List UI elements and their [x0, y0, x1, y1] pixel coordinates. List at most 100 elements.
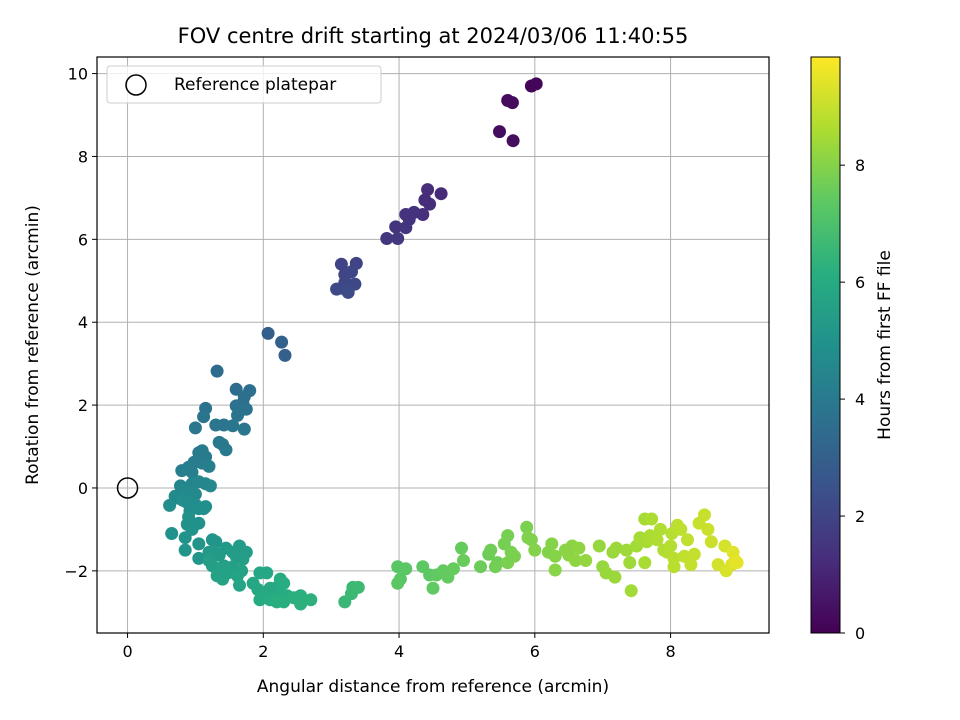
data-point — [653, 522, 667, 536]
data-point — [687, 547, 701, 561]
legend-entry-reference: Reference platepar — [174, 75, 336, 95]
data-point — [277, 595, 291, 609]
x-tick-label: 2 — [258, 642, 268, 661]
data-point — [233, 578, 246, 592]
data-point — [608, 570, 622, 584]
data-point — [351, 580, 365, 594]
data-point — [457, 554, 470, 567]
reference-platepar-marker — [116, 477, 139, 499]
data-point — [667, 560, 681, 574]
data-point — [219, 443, 233, 457]
data-point — [664, 539, 678, 553]
data-point — [277, 576, 291, 590]
data-point — [185, 465, 199, 479]
data-point — [592, 539, 606, 553]
data-point — [203, 479, 217, 493]
data-point — [698, 508, 711, 522]
data-point — [188, 487, 202, 501]
data-point — [505, 96, 519, 110]
y-tick-label: 10 — [68, 65, 88, 84]
data-point — [188, 421, 202, 435]
data-point — [506, 134, 520, 148]
data-point — [545, 537, 559, 551]
data-point — [294, 597, 308, 611]
y-tick-label: 0 — [78, 479, 88, 498]
data-point — [569, 554, 582, 567]
data-point — [423, 197, 437, 211]
x-tick-label: 6 — [530, 642, 540, 661]
data-point — [434, 187, 448, 201]
legend-marker-reference — [125, 74, 147, 96]
plot-frame — [96, 56, 770, 634]
data-point — [446, 562, 460, 576]
colorbar — [810, 56, 841, 634]
data-point — [455, 541, 468, 555]
data-point — [609, 541, 623, 555]
data-point — [304, 593, 318, 607]
data-point — [165, 527, 179, 540]
data-point — [212, 548, 226, 562]
chart-title: FOV centre drift starting at 2024/03/06 … — [178, 24, 689, 48]
data-point — [210, 364, 224, 378]
data-point — [520, 520, 534, 534]
data-point — [730, 556, 744, 570]
data-point — [178, 543, 192, 557]
data-point — [421, 183, 435, 197]
data-point — [391, 232, 405, 245]
data-point — [501, 529, 515, 543]
y-tick-label: −2 — [64, 562, 88, 581]
colorbar-label: Hours from first FF file — [875, 250, 895, 440]
x-axis-label: Angular distance from reference (arcmin) — [257, 677, 609, 697]
data-point — [341, 285, 355, 299]
y-tick-label: 2 — [78, 396, 88, 415]
y-tick-label: 6 — [78, 230, 88, 249]
data-point — [192, 551, 206, 565]
colorbar-tick-label: 4 — [855, 390, 865, 409]
data-point — [260, 566, 274, 580]
colorbar-tick-label: 8 — [855, 156, 865, 175]
legend-box — [106, 65, 382, 104]
data-point — [528, 543, 542, 557]
y-axis-ticks: −2 0 2 4 6 8 10 — [64, 65, 97, 581]
x-tick-label: 0 — [122, 642, 132, 661]
data-point — [226, 419, 240, 433]
x-tick-label: 8 — [665, 642, 675, 661]
data-point — [488, 560, 502, 574]
data-point — [704, 535, 718, 549]
data-point — [623, 556, 637, 570]
colorbar-tick-label: 6 — [855, 273, 865, 292]
data-point — [638, 556, 652, 570]
data-point — [178, 531, 192, 545]
data-point — [684, 558, 698, 572]
data-point — [508, 549, 521, 563]
data-point — [236, 552, 250, 566]
reference-marker — [116, 477, 139, 499]
legend: Reference platepar — [106, 65, 382, 104]
data-point — [334, 257, 348, 271]
data-point — [426, 581, 440, 595]
data-point — [399, 221, 413, 235]
colorbar-tick-label: 2 — [855, 507, 865, 526]
data-point — [548, 549, 562, 563]
data-point — [197, 410, 211, 424]
data-point — [579, 554, 593, 567]
data-point — [529, 77, 543, 91]
data-point — [261, 326, 275, 340]
y-tick-label: 4 — [78, 313, 88, 332]
y-tick-label: 8 — [78, 147, 88, 166]
data-point — [389, 220, 403, 234]
data-point — [231, 408, 244, 422]
data-point — [209, 535, 223, 549]
data-point — [674, 522, 688, 536]
data-point — [624, 584, 638, 598]
x-tick-label: 4 — [394, 642, 404, 661]
data-point — [484, 543, 498, 557]
data-point — [278, 348, 292, 362]
data-point — [572, 541, 586, 555]
data-point — [650, 533, 664, 547]
scatter-points — [163, 77, 744, 611]
colorbar-ticks: 0 2 4 6 8 — [840, 156, 865, 643]
data-point — [645, 512, 659, 526]
y-axis-label: Rotation from reference (arcmin) — [23, 205, 43, 485]
